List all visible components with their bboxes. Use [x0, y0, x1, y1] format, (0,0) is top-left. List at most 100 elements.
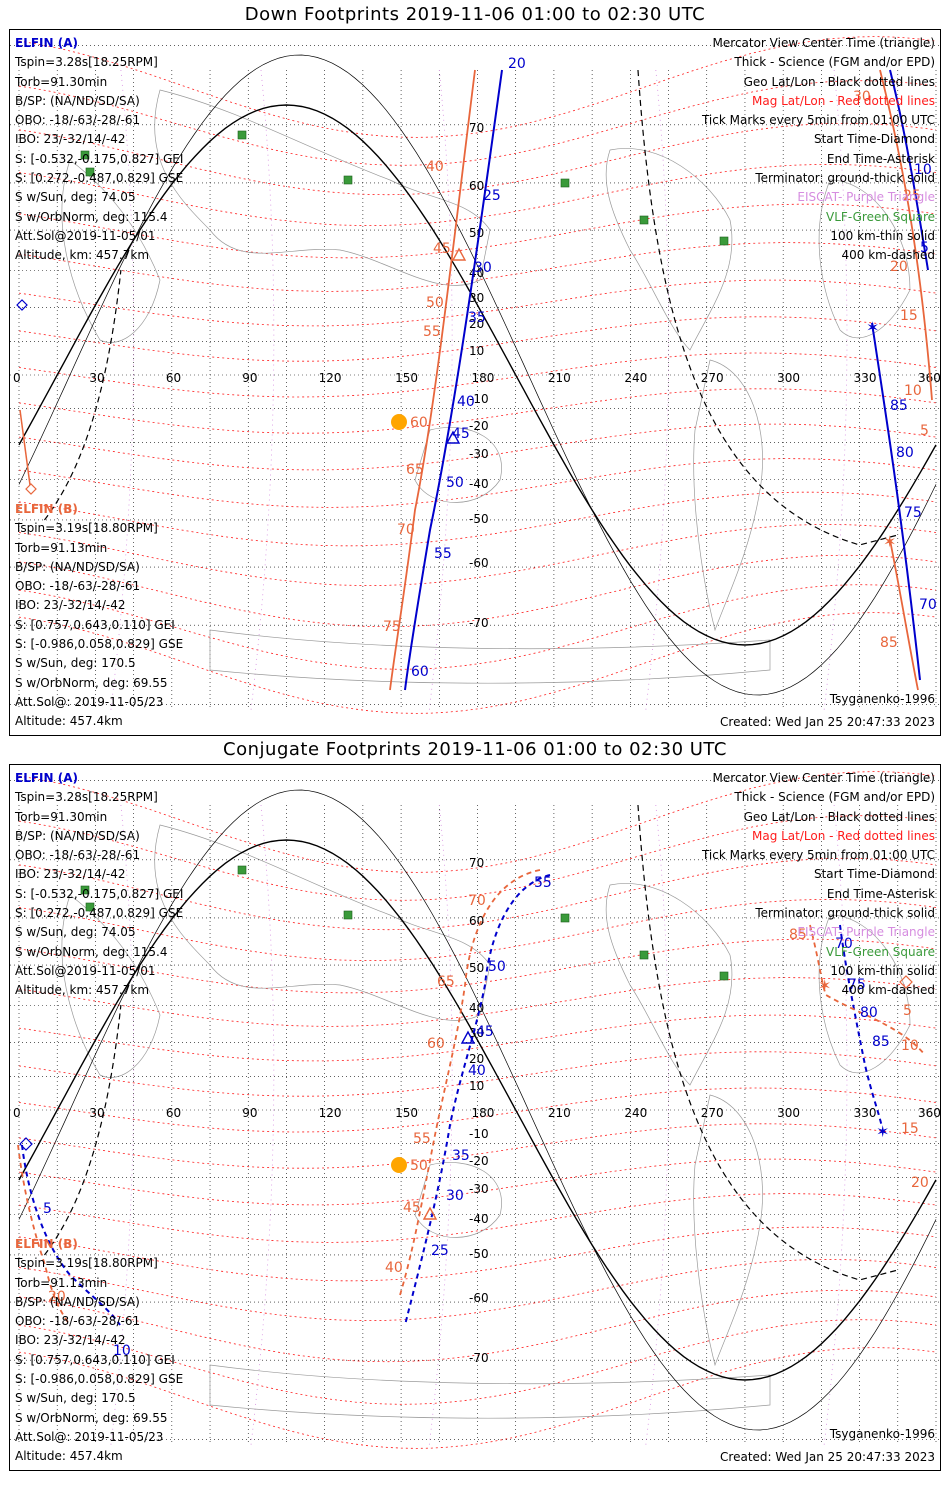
mag-latitude-line: [18, 1014, 937, 1062]
track-a-tick-label: 80: [896, 445, 914, 461]
elfin-b-line: Tspin=3.19s[18.80RPM]: [15, 521, 158, 536]
track-b-tick-label: 85: [789, 927, 807, 943]
latitude-tick-label: -20: [469, 419, 489, 433]
legend-end: End Time-Asterisk: [826, 151, 935, 166]
track-a-tick-label: 20: [508, 56, 526, 72]
elfin-b-track: [19, 409, 31, 486]
track-a-tick-label: 30: [474, 260, 492, 276]
mag-meridian: [428, 804, 453, 1446]
legend-eiscat: EISCAT- Purple Triangle: [797, 925, 935, 940]
track-b-tick-label: 5: [920, 423, 929, 439]
elfin-b-line: IBO: 23/-32/14/-42: [15, 1333, 126, 1348]
mag-latitude-line: [18, 1193, 937, 1243]
track-a-tick-label: 75: [848, 977, 866, 993]
elfin-a-track: [839, 924, 883, 1128]
terminator-400km: [637, 69, 898, 546]
longitude-tick-label: 90: [242, 1106, 257, 1120]
mag-latitude-line: [18, 352, 937, 398]
elfin-a-line: B/SP: (NA/ND/SD/SA): [15, 828, 140, 843]
track-a-tick-label: 50: [446, 475, 464, 491]
track-b-tick-label: 60: [410, 415, 428, 431]
elfin-b-line: Torb=91.13min: [15, 1275, 108, 1290]
legend-thick: Thick - Science (FGM and/or EPD): [734, 790, 935, 805]
track-b-tick-label: 70: [468, 893, 486, 909]
latitude-tick-label: -70: [469, 616, 489, 630]
track-a-tick-label: 40: [457, 394, 475, 410]
elfin-b-line: Torb=91.13min: [15, 540, 108, 555]
latitude-tick-label: -30: [469, 1182, 489, 1196]
legend-thick: Thick - Science (FGM and/or EPD): [734, 55, 935, 70]
longitude-tick-label: 120: [319, 371, 342, 385]
mag-latitude-line: [18, 1158, 937, 1206]
continent-outline: [818, 179, 911, 339]
legend-vlf: VLF-Green Square: [826, 944, 935, 959]
track-b-tick-label: 30: [853, 89, 871, 105]
terminator-ground: [18, 104, 937, 646]
elfin-b-line: IBO: 23/-32/14/-42: [15, 598, 126, 613]
elfin-b-line: B/SP: (NA/ND/SD/SA): [15, 559, 140, 574]
mag-latitude-line: [18, 122, 937, 196]
elfin-b-lines: Tspin=3.19s[18.80RPM] Torb=91.13min B/SP: …: [15, 519, 183, 731]
elfin-a-info: ELFIN (A) Tspin=3.28s[18.25RPM] Torb=91.3…: [15, 34, 183, 266]
legend-block: Mercator View Center Time (triangle) Thi…: [702, 34, 935, 266]
legend-100km: 100 km-thin solid: [830, 228, 935, 243]
elfin-a-lines: Tspin=3.28s[18.25RPM] Torb=91.30min B/SP: …: [15, 53, 183, 265]
longitude-tick-label: 60: [166, 1106, 181, 1120]
latitude-tick-label: 60: [469, 914, 484, 928]
elfin-a-line: S: [0.272,-0.487,0.829] GSE: [15, 906, 184, 921]
longitude-tick-label: 120: [319, 1106, 342, 1120]
legend-terminator: Terminator: ground-thick solid: [755, 906, 935, 921]
longitude-tick-label: 30: [89, 1106, 104, 1120]
latitude-tick-label: -40: [469, 1212, 489, 1226]
elfin-b-line: S: [-0.986,0.058,0.829] GSE: [15, 637, 184, 652]
latitude-tick-label: 10: [469, 1079, 484, 1093]
vlf-station: [560, 178, 570, 188]
track-a-tick-label: 55: [434, 546, 452, 562]
continent-outline: [209, 629, 771, 684]
elfin-b-track: [889, 539, 919, 691]
vlf-station: [237, 865, 247, 875]
track-b-tick-label: 20: [890, 259, 908, 275]
mag-meridian: [645, 804, 670, 1446]
mag-latitude-line: [18, 1226, 937, 1282]
elfin-b-label: ELFIN (B): [15, 1237, 78, 1251]
track-a-tick-label: 70: [919, 597, 937, 613]
mag-latitude-line: [18, 203, 937, 259]
longitude-tick-label: 330: [854, 371, 877, 385]
center-triangle-icon: [422, 1206, 438, 1220]
latitude-tick-label: 30: [469, 291, 484, 305]
vlf-station: [80, 885, 90, 895]
longitude-tick-label: 240: [624, 1106, 647, 1120]
elfin-a-line: IBO: 23/-32/14/-42: [15, 867, 126, 882]
vlf-station: [719, 236, 729, 246]
center-triangle-icon: [460, 1030, 476, 1044]
vlf-station: [343, 910, 353, 920]
longitude-tick-label: 210: [548, 1106, 571, 1120]
elfin-b-track: [399, 869, 541, 1296]
track-a-tick-label: 30: [446, 1188, 464, 1204]
track-b-tick-label: 45: [433, 241, 451, 257]
vlf-station: [80, 150, 90, 160]
continent-outline: [61, 159, 161, 343]
latitude-tick-label: -10: [469, 392, 489, 406]
created-label: Created: Wed Jan 25 20:47:33 2023: [720, 715, 935, 729]
elfin-a-line: S w/OrbNorm, deg: 115.4: [15, 944, 168, 959]
elfin-a-info: ELFIN (A) Tspin=3.28s[18.25RPM] Torb=91.3…: [15, 769, 183, 1001]
mag-latitude-line: [18, 279, 937, 327]
created-label: Created: Wed Jan 25 20:47:33 2023: [720, 1450, 935, 1464]
track-a-tick-label: 80: [860, 1005, 878, 1021]
elfin-a-line: OBO: -18/-63/-28/-61: [15, 848, 141, 863]
elfin-b-track: [17, 1144, 71, 1326]
longitude-tick-label: 360: [918, 371, 941, 385]
elfin-a-lines: Tspin=3.28s[18.25RPM] Torb=91.30min B/SP: …: [15, 788, 183, 1000]
latitude-tick-label: -70: [469, 1351, 489, 1365]
legend-mercator: Mercator View Center Time (triangle): [712, 771, 935, 785]
sun-marker: [391, 414, 407, 430]
panel-title-down: Down Footprints 2019-11-06 01:00 to 02:3…: [244, 4, 706, 25]
mag-latitude-line: [18, 242, 937, 292]
mag-latitude-line: [18, 612, 937, 714]
continent-outline: [693, 1094, 763, 1367]
legend-vlf: VLF-Green Square: [826, 209, 935, 224]
end-asterisk-icon: ✶: [866, 318, 879, 337]
panel-title-conjugate: Conjugate Footprints 2019-11-06 01:00 to…: [223, 739, 727, 760]
